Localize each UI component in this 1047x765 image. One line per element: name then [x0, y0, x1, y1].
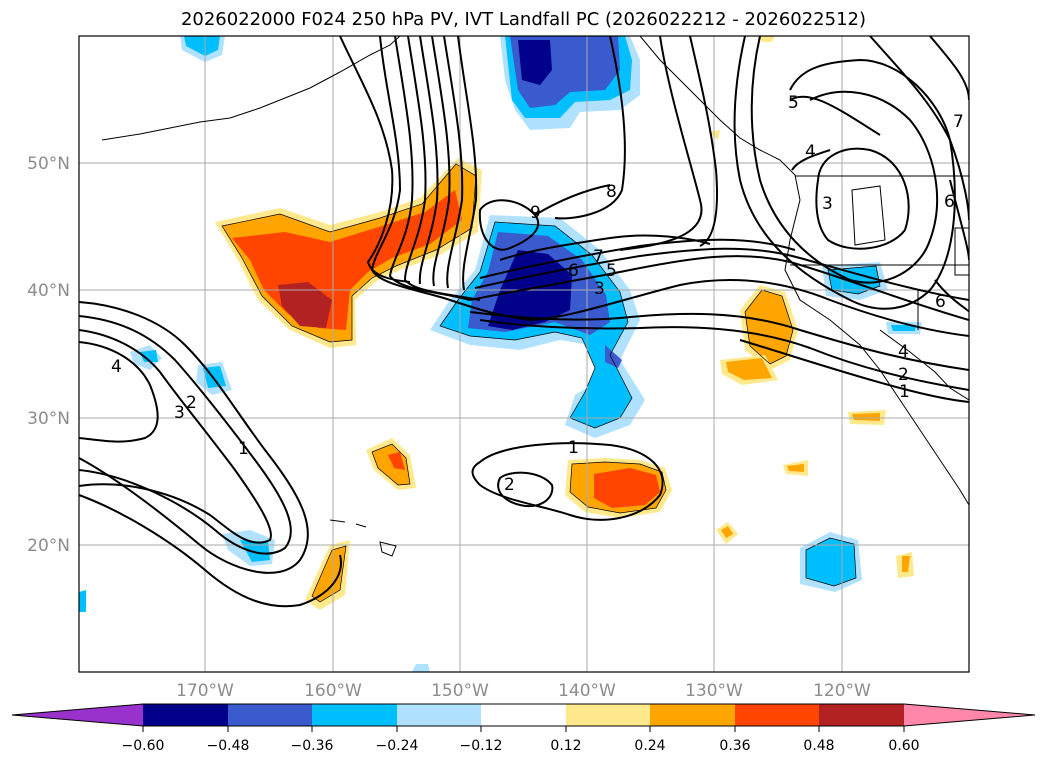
lon-label: 150°W: [431, 681, 489, 701]
lon-label: 140°W: [558, 681, 616, 701]
contour-label: 5: [606, 261, 617, 281]
colorbar-segment: [228, 704, 312, 726]
colorbar-tick-label: 0.36: [719, 738, 750, 754]
colorbar-segment: [650, 704, 735, 726]
colorbar-segment: [143, 704, 228, 726]
contour-label: 3: [822, 194, 833, 214]
colorbar-tick-label: 0.24: [634, 738, 665, 754]
latitude-labels: 50°N 40°N 30°N 20°N: [27, 154, 70, 556]
contour-label: 4: [898, 342, 909, 362]
contour-label: 1: [899, 382, 910, 402]
colorbar-tick-label: 0.60: [888, 738, 919, 754]
colorbar-tick-label: −0.48: [207, 738, 250, 754]
colorbar-tick-label: −0.36: [291, 738, 334, 754]
contour-label: 8: [606, 182, 617, 202]
colorbar-tick-labels: −0.60 −0.48 −0.36 −0.24 −0.12 0.12 0.24 …: [122, 738, 920, 754]
colorbar-tick-label: −0.12: [460, 738, 503, 754]
colorbar-tick-label: 0.48: [803, 738, 834, 754]
contour-label: 7: [593, 247, 604, 267]
contour-label: 3: [594, 279, 605, 299]
lon-label: 130°W: [685, 681, 743, 701]
contour-label: 6: [935, 292, 946, 312]
contour-label: 7: [953, 112, 964, 132]
contour-label: 6: [568, 261, 579, 281]
positive-anomaly-shading: [215, 36, 914, 610]
contour-label: 3: [174, 403, 185, 423]
contour-label: 2: [186, 393, 197, 413]
shading-outlines: [221, 163, 881, 603]
contour-label: 4: [805, 142, 816, 162]
contour-label: 1: [568, 438, 579, 458]
lat-label: 30°N: [27, 409, 70, 429]
colorbar-tick-label: −0.60: [122, 738, 165, 754]
lon-label: 160°W: [304, 681, 362, 701]
lat-label: 40°N: [27, 281, 70, 301]
lat-label: 50°N: [27, 154, 70, 174]
graticule: [79, 36, 969, 672]
lon-label: 120°W: [813, 681, 871, 701]
colorbar-segment: [566, 704, 650, 726]
contour-label: 2: [898, 365, 909, 385]
lon-label: 170°W: [176, 681, 234, 701]
contour-label: 5: [788, 93, 799, 113]
colorbar-ticks: [142, 726, 905, 732]
contour-label: 6: [944, 192, 955, 212]
map-frame: [78, 35, 970, 673]
colorbar-extend-high: [904, 704, 1035, 726]
colorbar-segment: [735, 704, 819, 726]
longitude-labels: 170°W 160°W 150°W 140°W 130°W 120°W: [176, 681, 871, 701]
colorbar-tick-label: −0.24: [376, 738, 419, 754]
contour-label: 9: [530, 203, 541, 223]
colorbar-segment: [481, 704, 566, 726]
contour-label: 4: [111, 357, 122, 377]
colorbar-segment: [397, 704, 481, 726]
colorbar-segment: [819, 704, 904, 726]
colorbar-segment: [312, 704, 397, 726]
contour-label: 2: [504, 475, 515, 495]
contour-label: 1: [238, 439, 249, 459]
colorbar: −0.60 −0.48 −0.36 −0.24 −0.12 0.12 0.24 …: [11, 703, 1036, 754]
contour-labels: 4 3 2 1 1 2 9 8 7 6 5 3 5 4 3 6 6 4 2 1 …: [111, 93, 964, 495]
lat-label: 20°N: [27, 536, 70, 556]
colorbar-extend-low: [12, 704, 143, 726]
map-title: 2026022000 F024 250 hPa PV, IVT Landfall…: [180, 9, 867, 30]
colorbar-tick-label: 0.12: [550, 738, 581, 754]
